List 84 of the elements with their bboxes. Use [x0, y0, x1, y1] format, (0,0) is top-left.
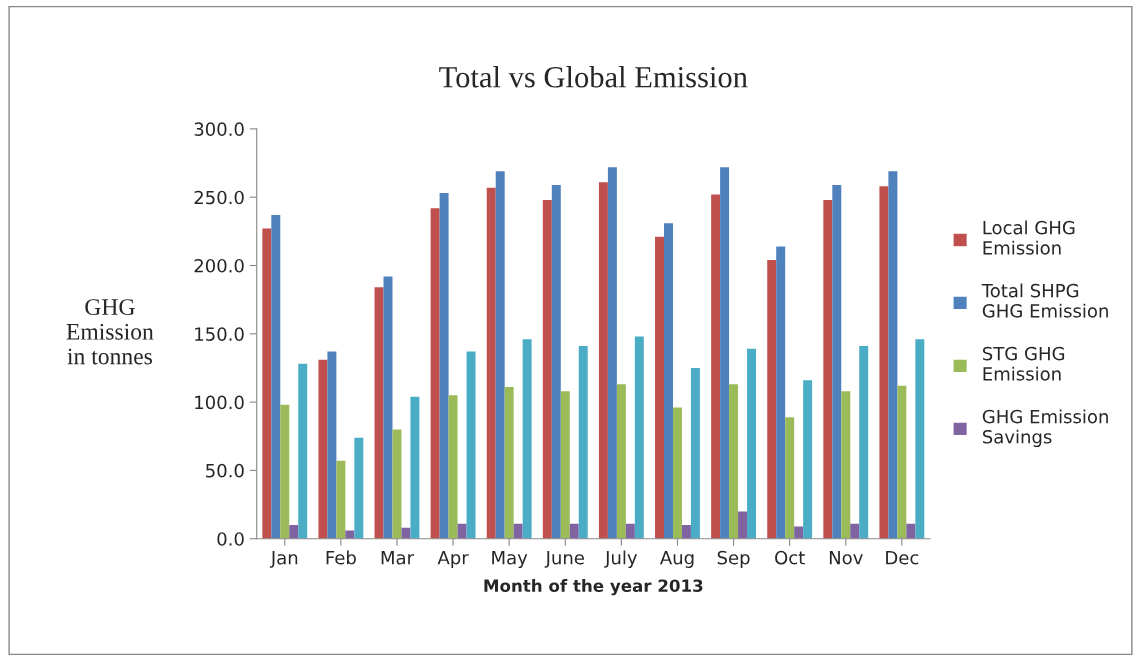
y-tick-label: 50.0	[206, 463, 244, 478]
bar	[271, 214, 281, 539]
bar	[504, 387, 514, 539]
bar	[439, 193, 449, 539]
bar	[607, 167, 617, 539]
x-tick-label: Mar	[381, 551, 415, 565]
bar	[578, 346, 588, 539]
bar	[513, 523, 523, 539]
x-tick-label: May	[492, 551, 528, 568]
bar	[569, 523, 579, 539]
x-tick-label: Oct	[775, 550, 805, 565]
legend-label: Total SHPG GHG Emission	[981, 283, 1108, 318]
bar	[915, 339, 925, 539]
bar	[664, 223, 673, 539]
x-axis-title: Month of the year 2013	[484, 579, 703, 596]
bar	[625, 523, 635, 539]
bar	[681, 525, 691, 539]
x-tick-label: Aug	[659, 551, 694, 568]
x-tick-label: Feb	[326, 550, 356, 565]
y-tick-label: 100.0	[195, 395, 244, 410]
bar	[747, 348, 757, 539]
bar	[616, 384, 626, 539]
bar	[401, 527, 411, 539]
bar	[738, 511, 748, 539]
y-tick-label: 0.0	[217, 532, 244, 546]
bar	[262, 228, 272, 539]
bar	[879, 186, 889, 539]
y-tick-label: 200.0	[194, 258, 244, 273]
bar	[392, 429, 402, 539]
bar	[850, 523, 860, 539]
chart-title: Total vs Global Emission	[439, 66, 748, 88]
bar	[794, 526, 804, 539]
y-axis-title: GHG Emission in tonnes	[66, 299, 154, 365]
bar	[327, 351, 337, 539]
bar	[720, 167, 730, 539]
bar	[522, 339, 532, 539]
bar	[729, 384, 739, 539]
legend-label: STG GHG Emission	[982, 346, 1065, 381]
bar	[634, 336, 644, 539]
bar	[466, 351, 476, 539]
bar	[542, 199, 552, 539]
x-tick-label: Jan	[269, 551, 298, 568]
bar	[690, 367, 700, 539]
bar	[298, 363, 308, 539]
bar	[888, 171, 898, 539]
legend-label: Local GHG Emission	[983, 220, 1075, 255]
x-tick-label: Apr	[437, 551, 469, 568]
y-tick-label: 150.0	[195, 327, 244, 341]
bar	[672, 407, 682, 539]
bar	[318, 359, 328, 539]
bar	[430, 208, 440, 539]
bar	[354, 437, 364, 539]
bar	[410, 396, 420, 539]
bar	[906, 523, 916, 539]
bar	[457, 523, 467, 539]
bar	[776, 246, 786, 539]
bar	[486, 187, 496, 539]
bar	[841, 391, 851, 539]
bar	[767, 260, 777, 539]
bar	[551, 184, 561, 539]
bar	[374, 287, 384, 539]
x-tick-label: Sep	[717, 550, 750, 568]
bar	[495, 171, 505, 539]
bar	[448, 395, 458, 539]
bar	[897, 385, 907, 539]
bar	[711, 194, 721, 539]
y-tick-label: 250.0	[194, 190, 244, 205]
bar	[823, 199, 833, 539]
x-tick-label: Dec	[886, 551, 919, 565]
bar	[655, 236, 664, 539]
bar	[832, 184, 842, 539]
y-tick-label: 300.0	[194, 122, 244, 137]
bar	[803, 380, 813, 539]
bar	[560, 391, 570, 539]
bar	[785, 417, 795, 539]
legend-label: GHG Emission Savings	[982, 409, 1108, 448]
x-tick-label: June	[544, 551, 584, 568]
x-tick-label: July	[604, 550, 638, 568]
x-tick-label: Nov	[829, 551, 863, 565]
bar	[280, 404, 290, 539]
bar	[336, 460, 346, 539]
bar	[289, 525, 299, 539]
bar	[598, 182, 608, 539]
bar	[859, 346, 869, 539]
